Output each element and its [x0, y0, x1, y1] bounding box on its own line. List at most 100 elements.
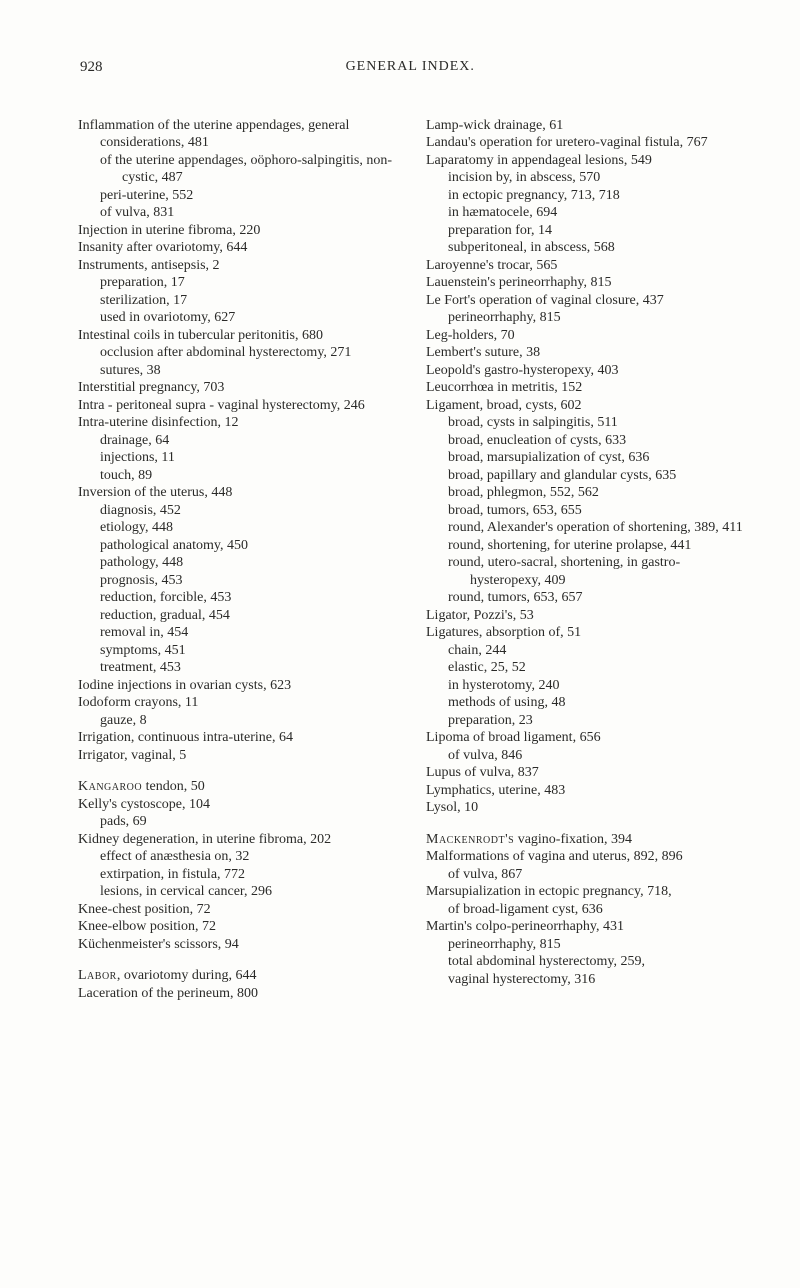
index-entry: broad, phlegmon, 552, 562 [426, 484, 750, 502]
index-entry: removal in, 454 [78, 624, 402, 642]
index-entry: Lamp-wick drainage, 61 [426, 117, 750, 135]
page-header: 928 GENERAL INDEX. [78, 58, 750, 77]
index-entry: Lipoma of broad ligament, 656 [426, 729, 750, 747]
entry-headword: Mackenrodt's [426, 832, 514, 847]
index-entry: Laparatomy in appendageal lesions, 549 [426, 152, 750, 170]
entry-text: vagino-fixation, 394 [514, 832, 632, 847]
index-page: 928 GENERAL INDEX. Inflammation of the u… [0, 0, 800, 1288]
index-entry: preparation for, 14 [426, 222, 750, 240]
index-entry: perineorrhaphy, 815 [426, 936, 750, 954]
index-entry: gauze, 8 [78, 712, 402, 730]
index-entry: Intestinal coils in tubercular peritonit… [78, 327, 402, 345]
index-entry: diagnosis, 452 [78, 502, 402, 520]
index-entry: round, shortening, for uterine prolapse,… [426, 537, 750, 555]
index-entry: Leucorrhœa in metritis, 152 [426, 379, 750, 397]
index-entry: in hysterotomy, 240 [426, 677, 750, 695]
index-entry: extirpation, in fistula, 772 [78, 866, 402, 884]
index-entry: perineorrhaphy, 815 [426, 309, 750, 327]
index-entry: Insanity after ovariotomy, 644 [78, 239, 402, 257]
running-head: GENERAL INDEX. [346, 58, 475, 77]
index-entry: Irrigation, continuous intra-uterine, 64 [78, 729, 402, 747]
index-entry: Marsupialization in ectopic pregnancy, 7… [426, 883, 750, 901]
index-entry: used in ovariotomy, 627 [78, 309, 402, 327]
index-entry: round, tumors, 653, 657 [426, 589, 750, 607]
entry-headword: Labor [78, 968, 117, 983]
index-entry: pathology, 448 [78, 554, 402, 572]
index-entry: Leg-holders, 70 [426, 327, 750, 345]
index-entry: total abdominal hysterectomy, 259, [426, 953, 750, 971]
index-entry: round, utero-sacral, shortening, in gast… [426, 554, 750, 589]
index-entry: broad, papillary and glandular cysts, 63… [426, 467, 750, 485]
index-entry: pathological anatomy, 450 [78, 537, 402, 555]
index-entry: subperitoneal, in abscess, 568 [426, 239, 750, 257]
index-entry: Le Fort's operation of vaginal closure, … [426, 292, 750, 310]
index-entry: in hæmatocele, 694 [426, 204, 750, 222]
index-entry: Irrigator, vaginal, 5 [78, 747, 402, 765]
page-number: 928 [80, 58, 103, 77]
index-entry: Iodine injections in ovarian cysts, 623 [78, 677, 402, 695]
index-entry: Leopold's gastro-hysteropexy, 403 [426, 362, 750, 380]
index-entry: sutures, 38 [78, 362, 402, 380]
index-entry: of broad-ligament cyst, 636 [426, 901, 750, 919]
index-entry: lesions, in cervical cancer, 296 [78, 883, 402, 901]
index-entry: Lembert's suture, 38 [426, 344, 750, 362]
index-entry: Iodoform crayons, 11 [78, 694, 402, 712]
index-entry: Kidney degeneration, in uterine fibroma,… [78, 831, 402, 849]
index-entry: Mackenrodt's vagino-fixation, 394 [426, 831, 750, 849]
index-entry: Kangaroo tendon, 50 [78, 778, 402, 796]
index-entry: Lauenstein's perineorrhaphy, 815 [426, 274, 750, 292]
index-entry: elastic, 25, 52 [426, 659, 750, 677]
index-entry: Instruments, antisepsis, 2 [78, 257, 402, 275]
index-entry: reduction, forcible, 453 [78, 589, 402, 607]
index-entry: in ectopic pregnancy, 713, 718 [426, 187, 750, 205]
index-entry: Interstitial pregnancy, 703 [78, 379, 402, 397]
index-entry: incision by, in abscess, 570 [426, 169, 750, 187]
index-entry: broad, marsupialization of cyst, 636 [426, 449, 750, 467]
index-entry: treatment, 453 [78, 659, 402, 677]
index-entry: Malformations of vagina and uterus, 892,… [426, 848, 750, 866]
index-entry: Ligament, broad, cysts, 602 [426, 397, 750, 415]
index-entry: drainage, 64 [78, 432, 402, 450]
index-entry: Lymphatics, uterine, 483 [426, 782, 750, 800]
index-entry: Intra-uterine disinfection, 12 [78, 414, 402, 432]
index-entry: prognosis, 453 [78, 572, 402, 590]
index-entry: of vulva, 846 [426, 747, 750, 765]
index-entry: Laceration of the perineum, 800 [78, 985, 402, 1003]
index-entry: pads, 69 [78, 813, 402, 831]
index-entry: Kelly's cystoscope, 104 [78, 796, 402, 814]
index-entry: sterilization, 17 [78, 292, 402, 310]
index-entry: broad, tumors, 653, 655 [426, 502, 750, 520]
index-entry: injections, 11 [78, 449, 402, 467]
index-entry: Knee-elbow position, 72 [78, 918, 402, 936]
index-entry: peri-uterine, 552 [78, 187, 402, 205]
index-entry: reduction, gradual, 454 [78, 607, 402, 625]
right-column: Lamp-wick drainage, 61Landau's operation… [426, 117, 750, 1003]
index-entry: Intra - peritoneal supra - vaginal hyste… [78, 397, 402, 415]
index-entry: preparation, 17 [78, 274, 402, 292]
index-entry: Laroyenne's trocar, 565 [426, 257, 750, 275]
index-entry: occlusion after abdominal hysterectomy, … [78, 344, 402, 362]
index-entry: touch, 89 [78, 467, 402, 485]
index-entry: Lysol, 10 [426, 799, 750, 817]
header-spacer [718, 58, 748, 77]
index-entry: broad, enucleation of cysts, 633 [426, 432, 750, 450]
index-entry: methods of using, 48 [426, 694, 750, 712]
index-entry: vaginal hysterectomy, 316 [426, 971, 750, 989]
index-entry: Lupus of vulva, 837 [426, 764, 750, 782]
index-entry: etiology, 448 [78, 519, 402, 537]
index-entry: broad, cysts in salpingitis, 511 [426, 414, 750, 432]
index-entry: chain, 244 [426, 642, 750, 660]
index-entry: of vulva, 831 [78, 204, 402, 222]
index-entry: Inflammation of the uterine appendages, … [78, 117, 402, 152]
index-entry: Küchenmeister's scissors, 94 [78, 936, 402, 954]
left-column: Inflammation of the uterine appendages, … [78, 117, 402, 1003]
index-entry: of vulva, 867 [426, 866, 750, 884]
index-entry: symptoms, 451 [78, 642, 402, 660]
entry-text: tendon, 50 [142, 779, 205, 794]
index-entry: Injection in uterine fibroma, 220 [78, 222, 402, 240]
index-columns: Inflammation of the uterine appendages, … [78, 117, 750, 1003]
index-entry: Inversion of the uterus, 448 [78, 484, 402, 502]
index-entry: of the uterine appendages, oöphoro-salpi… [78, 152, 402, 187]
index-entry: Labor, ovariotomy during, 644 [78, 967, 402, 985]
index-entry: round, Alexander's operation of shorteni… [426, 519, 750, 537]
